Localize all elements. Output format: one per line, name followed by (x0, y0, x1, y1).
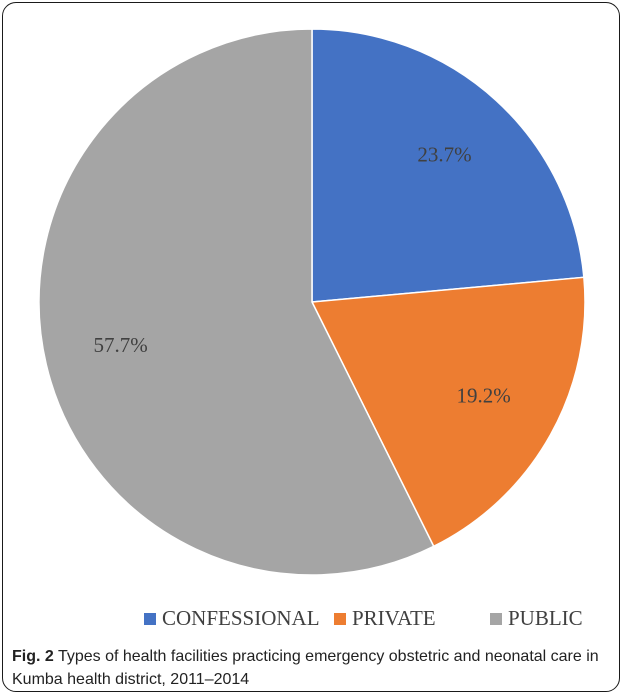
data-label-private: 19.2% (457, 384, 511, 408)
figure-caption-label: Fig. 2 (12, 648, 54, 665)
pie-chart: 23.7% 19.2% 57.7% (38, 28, 586, 576)
legend-swatch-private (334, 612, 346, 625)
legend-label-private: PRIVATE (352, 606, 436, 630)
legend-label-confessional: CONFESSIONAL (162, 606, 320, 630)
figure-caption: Fig. 2 Types of health facilities practi… (12, 645, 612, 691)
pie-slice-confessional (311, 28, 585, 303)
legend-swatch-public (490, 612, 502, 625)
legend: CONFESSIONAL PRIVATE PUBLIC (0, 606, 626, 636)
legend-item-public: PUBLIC (490, 606, 583, 631)
pie-slice-private (310, 276, 586, 548)
data-label-confessional: 23.7% (417, 143, 471, 167)
legend-swatch-confessional (144, 612, 156, 625)
legend-item-confessional: CONFESSIONAL (144, 606, 320, 631)
data-label-public: 57.7% (94, 333, 148, 357)
pie-slice-public (38, 28, 435, 576)
legend-item-private: PRIVATE (334, 606, 436, 631)
legend-label-public: PUBLIC (508, 606, 583, 630)
figure-caption-text: Types of health facilities practicing em… (12, 648, 599, 688)
